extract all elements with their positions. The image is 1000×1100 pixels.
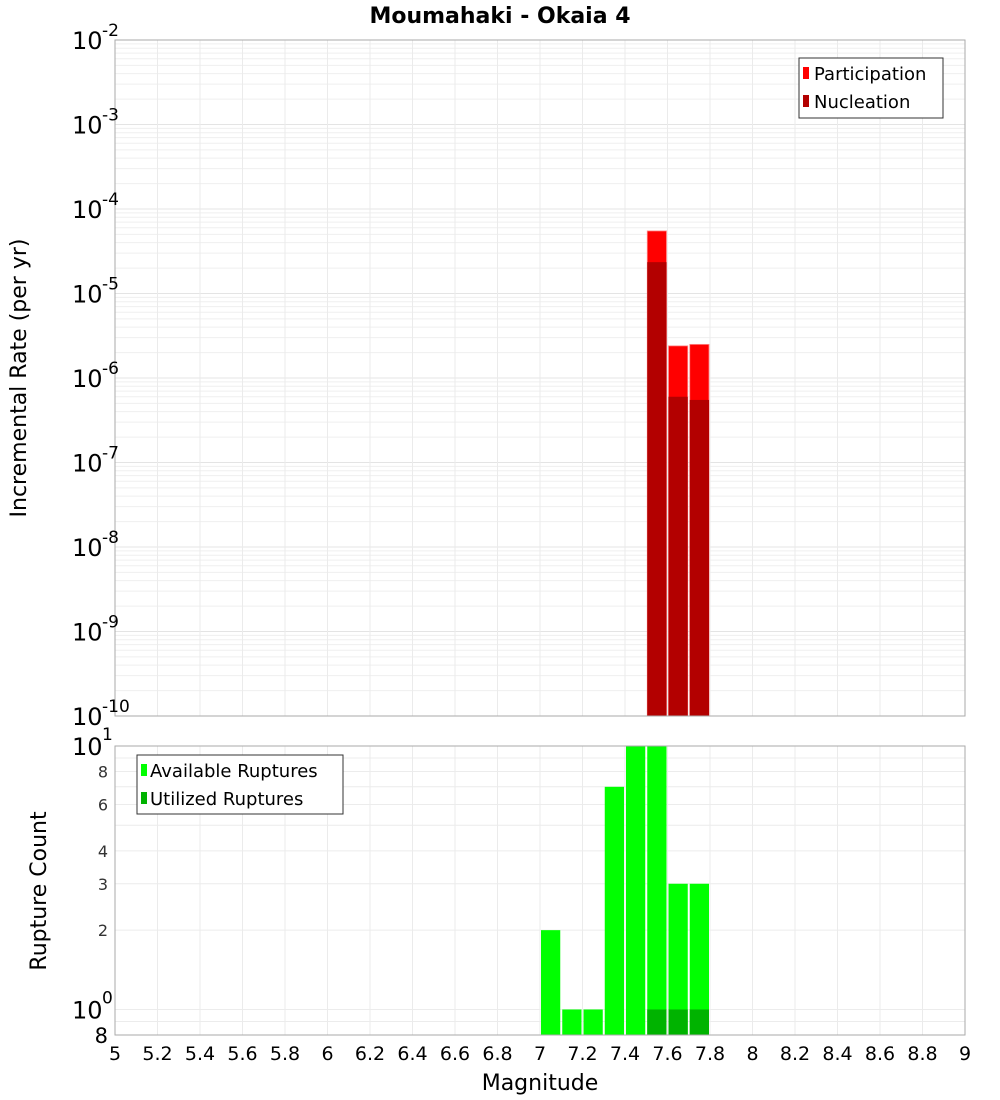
legend-utilized-ruptures: Utilized Ruptures <box>150 789 303 810</box>
x-tick-label: 8.6 <box>865 1043 895 1065</box>
x-tick-label: 6.4 <box>397 1043 427 1065</box>
available-ruptures-swatch <box>141 764 147 776</box>
legend-nucleation: Nucleation <box>814 92 910 113</box>
bottom-legend: Available Ruptures Utilized Ruptures <box>136 754 344 815</box>
top-legend: Participation Nucleation <box>798 57 944 119</box>
top-bars <box>646 230 710 717</box>
bottom-legend-box <box>136 754 344 815</box>
x-tick-label: 6.8 <box>482 1043 512 1065</box>
y-tick-exponent: 0 <box>102 988 113 1008</box>
x-tick-label: 5.6 <box>227 1043 257 1065</box>
bottom-plot-border <box>114 745 966 1036</box>
top-grid <box>114 40 966 717</box>
y-tick-exponent: -9 <box>102 613 119 633</box>
utilized-ruptures-bar <box>647 1009 667 1035</box>
y-tick-exponent: -4 <box>102 190 119 210</box>
y-tick-label: 4 <box>98 842 108 861</box>
x-tick-label: 7.2 <box>567 1043 597 1065</box>
y-tick-label: 3 <box>98 875 108 894</box>
top-y-ticks: 10-210-310-410-510-610-710-810-910-10 <box>72 21 130 731</box>
y-tick-label: 10 <box>72 733 103 761</box>
x-tick-label: 6.2 <box>355 1043 385 1065</box>
y-tick-exponent: -6 <box>102 359 119 379</box>
x-tick-label: 7.8 <box>695 1043 725 1065</box>
y-tick-label: 10 <box>72 703 103 731</box>
available-ruptures-bar <box>562 1009 582 1035</box>
utilized-ruptures-bar <box>689 1009 709 1035</box>
x-tick-label: 8.8 <box>907 1043 937 1065</box>
y-tick-exponent: -2 <box>102 21 119 41</box>
x-axis-label: Magnitude <box>482 1071 599 1096</box>
top-plot: 10-210-310-410-510-610-710-810-910-10 In… <box>7 21 966 731</box>
nucleation-swatch <box>803 95 809 107</box>
y-tick-label: 10 <box>72 365 103 393</box>
x-tick-label: 5.2 <box>142 1043 172 1065</box>
available-ruptures-bar <box>604 786 624 1035</box>
x-tick-label: 5 <box>109 1043 121 1065</box>
chart-title: Moumahaki - Okaia 4 <box>369 4 630 29</box>
nucleation-bar <box>668 396 688 716</box>
legend-participation: Participation <box>814 64 926 85</box>
utilized-ruptures-swatch <box>141 792 147 804</box>
y-tick-exponent: -7 <box>102 444 119 464</box>
y-tick-exponent: -3 <box>102 106 119 126</box>
x-tick-label: 8 <box>746 1043 758 1065</box>
bottom-bars <box>541 746 709 1035</box>
top-legend-box <box>798 57 944 119</box>
y-tick-label: 10 <box>72 450 103 478</box>
available-ruptures-bar <box>583 1009 603 1035</box>
y-tick-label: 6 <box>98 795 108 814</box>
y-tick-label: 8 <box>98 763 108 782</box>
legend-available-ruptures: Available Ruptures <box>150 761 318 782</box>
x-tick-label: 8.2 <box>780 1043 810 1065</box>
available-ruptures-bar <box>541 930 561 1035</box>
top-plot-border <box>114 39 966 717</box>
x-tick-label: 8.4 <box>822 1043 852 1065</box>
y-tick-label: 2 <box>98 921 108 940</box>
y-tick-label: 10 <box>72 281 103 309</box>
x-tick-label: 6.6 <box>440 1043 470 1065</box>
utilized-ruptures-bar <box>668 1009 688 1035</box>
x-tick-label: 7 <box>534 1043 546 1065</box>
y-tick-exponent: -8 <box>102 528 119 548</box>
x-axis-ticks: 5 5.2 5.4 5.6 5.8 6 6.2 6.4 6.6 6.8 7 7.2 7.4 7.6 7.8 8… <box>109 1043 971 1065</box>
y-tick-exponent: -10 <box>102 697 130 717</box>
nucleation-bar <box>689 399 709 716</box>
x-tick-label: 6 <box>321 1043 333 1065</box>
available-ruptures-bar <box>626 746 646 1035</box>
x-tick-label: 7.6 <box>652 1043 682 1065</box>
y-tick-label: 10 <box>72 27 103 55</box>
x-tick-label: 5.8 <box>270 1043 300 1065</box>
x-tick-label: 7.4 <box>610 1043 640 1065</box>
x-tick-label: 5.4 <box>185 1043 215 1065</box>
available-ruptures-bar <box>647 746 667 1035</box>
y-tick-label: 10 <box>72 196 103 224</box>
bottom-y-axis-label: Rupture Count <box>27 811 52 971</box>
available-ruptures-bar <box>689 883 709 1035</box>
top-y-axis-label: Incremental Rate (per yr) <box>7 239 32 518</box>
y-tick-label: 10 <box>72 996 103 1024</box>
y-tick-label: 10 <box>72 619 103 647</box>
y-tick-label: 8 <box>95 1024 108 1048</box>
participation-swatch <box>803 67 809 79</box>
nucleation-bar <box>647 262 667 716</box>
x-tick-label: 9 <box>959 1043 971 1065</box>
y-tick-label: 10 <box>72 112 103 140</box>
y-tick-exponent: 1 <box>102 725 113 745</box>
y-tick-label: 10 <box>72 534 103 562</box>
y-tick-exponent: -5 <box>102 275 119 295</box>
available-ruptures-bar <box>668 883 688 1035</box>
